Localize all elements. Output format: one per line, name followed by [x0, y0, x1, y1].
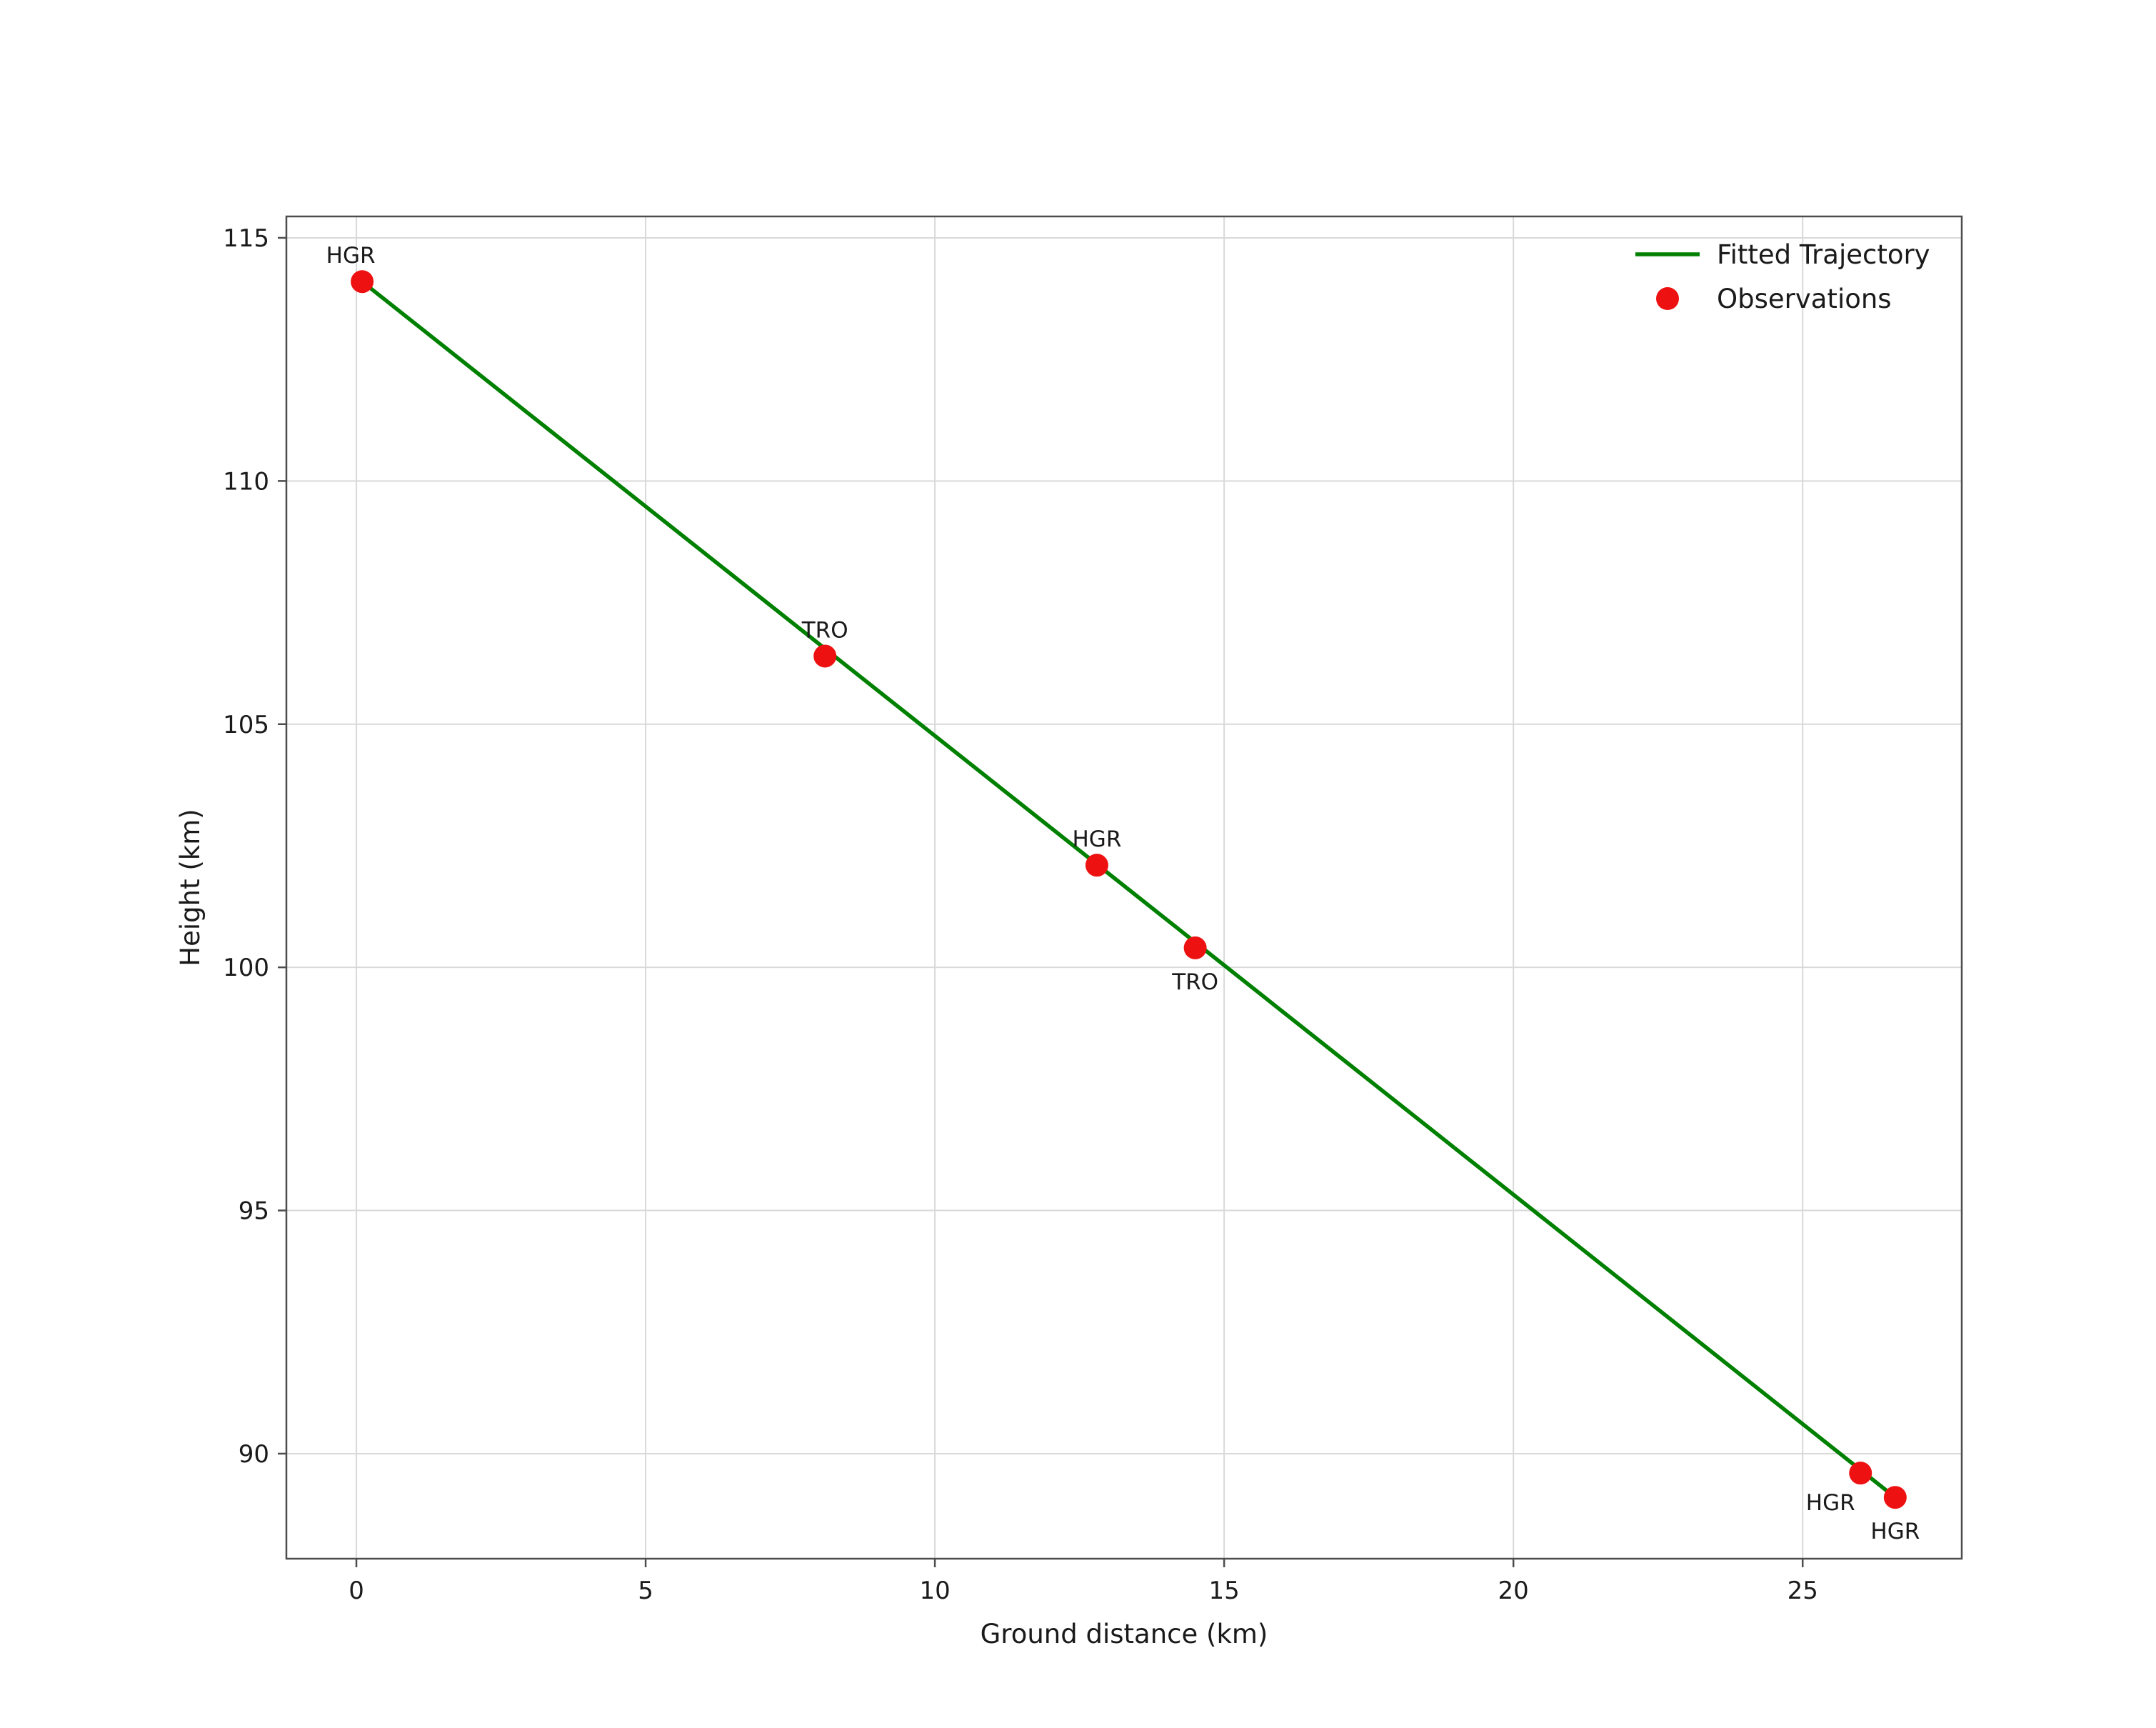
- x-tick-label: 10: [919, 1577, 950, 1605]
- legend-label: Fitted Trajectory: [1717, 239, 1930, 270]
- y-tick-label: 95: [239, 1197, 269, 1226]
- point-label: TRO: [1171, 969, 1218, 995]
- point-label: HGR: [1870, 1519, 1920, 1544]
- y-tick-label: 110: [223, 467, 269, 496]
- x-tick-label: 20: [1498, 1577, 1529, 1605]
- observation-point: [1085, 854, 1108, 877]
- y-tick-label: 105: [223, 711, 269, 739]
- observation-point: [1849, 1462, 1872, 1485]
- y-axis-label: Height (km): [175, 809, 206, 966]
- point-label: HGR: [326, 243, 376, 269]
- x-tick-label: 15: [1209, 1577, 1240, 1605]
- x-tick-label: 0: [349, 1577, 364, 1605]
- plot-frame: [285, 215, 1963, 1560]
- point-label: HGR: [1806, 1490, 1855, 1516]
- legend-label: Observations: [1717, 284, 1892, 314]
- observation-point: [351, 270, 374, 294]
- legend-marker-sample: [1656, 287, 1679, 310]
- point-label: TRO: [801, 617, 848, 643]
- x-tick-label: 25: [1788, 1577, 1818, 1605]
- observation-point: [813, 644, 837, 668]
- x-axis-label: Ground distance (km): [981, 1619, 1268, 1649]
- observation-point: [1883, 1486, 1907, 1509]
- y-tick-label: 90: [239, 1440, 269, 1469]
- point-label: HGR: [1072, 826, 1121, 852]
- y-tick-label: 115: [223, 224, 269, 253]
- x-tick-label: 5: [638, 1577, 653, 1605]
- y-tick-label: 100: [223, 954, 269, 982]
- observation-point: [1183, 936, 1207, 959]
- fitted-trajectory-line: [360, 279, 1897, 1499]
